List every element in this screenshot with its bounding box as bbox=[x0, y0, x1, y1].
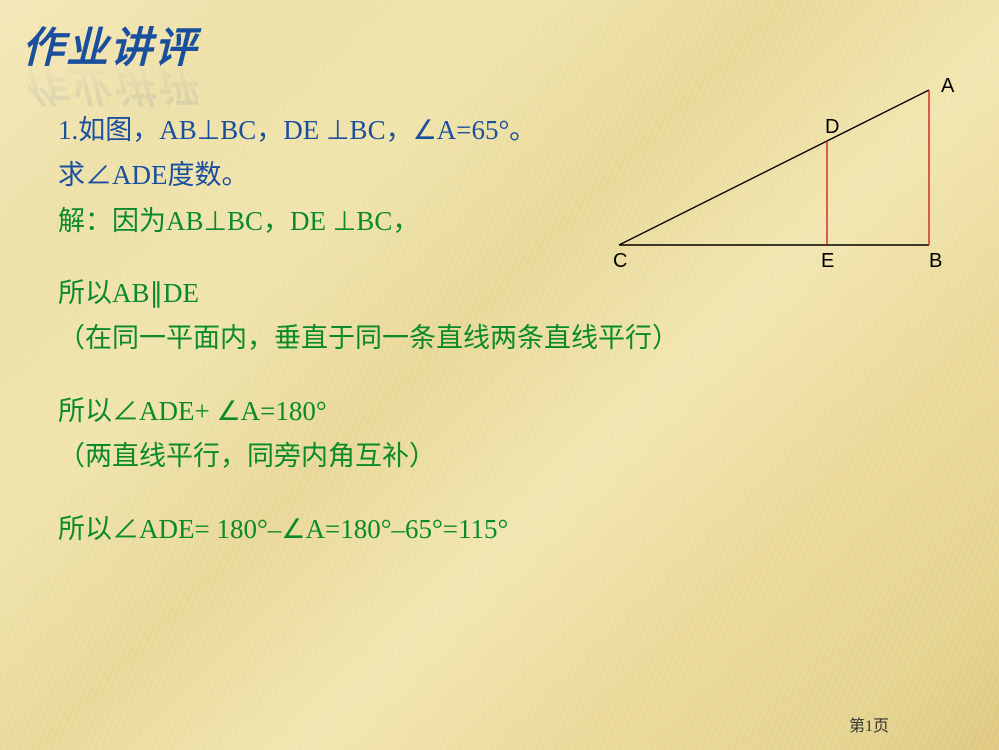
solution-step-3: 所以∠ADE+ ∠A=180° bbox=[58, 389, 938, 434]
spacer bbox=[58, 480, 938, 507]
solution-reason-3: （两直线平行，同旁内角互补） bbox=[58, 434, 938, 479]
solution-reason-2: （在同一平面内，垂直于同一条直线两条直线平行） bbox=[58, 316, 938, 361]
svg-text:C: C bbox=[613, 250, 627, 272]
svg-text:D: D bbox=[825, 116, 839, 138]
triangle-diagram: A B C D E bbox=[599, 75, 979, 275]
svg-text:B: B bbox=[929, 250, 942, 272]
svg-text:A: A bbox=[941, 75, 955, 97]
svg-text:E: E bbox=[821, 250, 834, 272]
spacer bbox=[58, 362, 938, 389]
page-number: 第1页 bbox=[849, 712, 889, 736]
solution-step-4: 所以∠ADE= 180°–∠A=180°–65°=115° bbox=[58, 507, 938, 552]
solution-step-2: 所以AB∥DE bbox=[58, 271, 938, 316]
